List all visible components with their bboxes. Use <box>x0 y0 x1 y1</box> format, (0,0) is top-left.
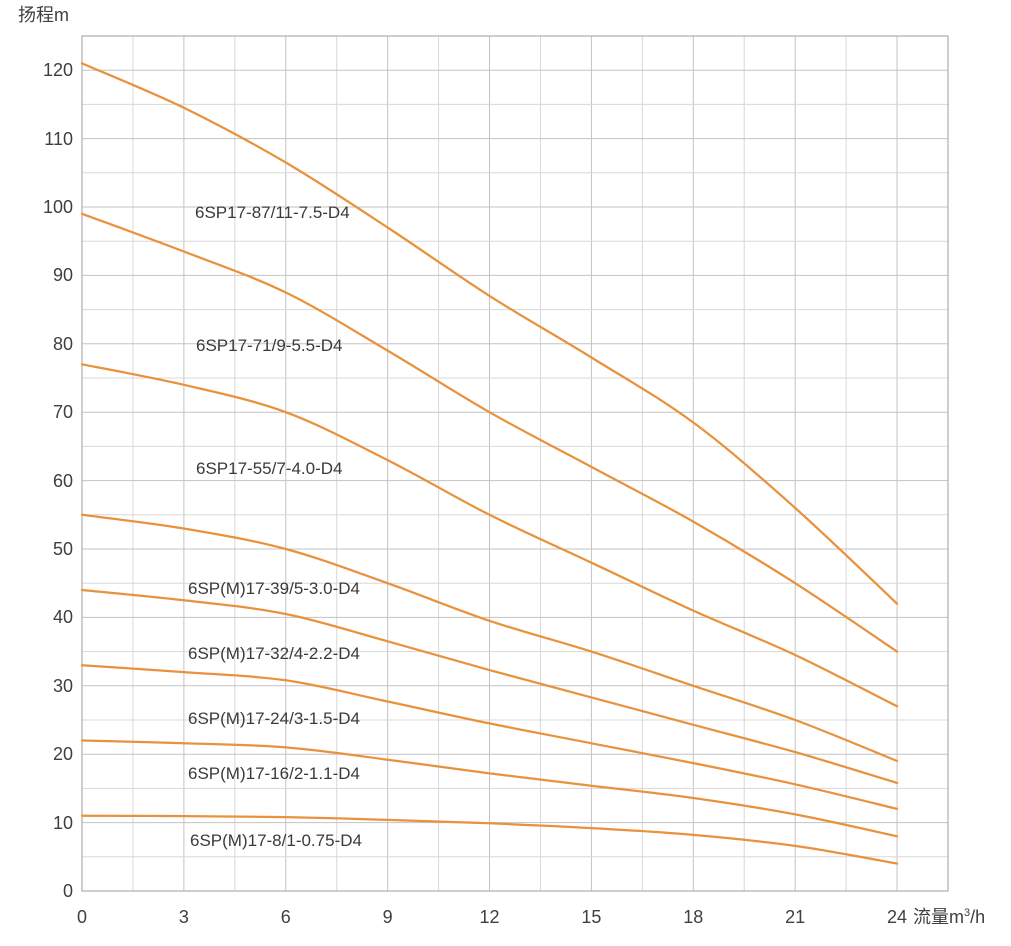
pump-curve-6SP(M)17-39/5-3.0-D4 <box>80 513 899 763</box>
y-tick-label-0: 0 <box>62 881 73 901</box>
x-tick-label-3: 3 <box>178 907 189 927</box>
y-tick-label-10: 10 <box>52 812 73 833</box>
x-tick-label-15: 15 <box>581 907 602 927</box>
y-tick-label-70: 70 <box>52 402 73 423</box>
curve-label-6SP17-55/7-4.0-D4: 6SP17-55/7-4.0-D4 <box>196 459 343 478</box>
pump-curve-6SP(M)17-16/2-1.1-D4 <box>80 739 899 838</box>
x-axis-title-superscript: 3 <box>964 907 971 919</box>
pump-curve-6SP(M)17-32/4-2.2-D4 <box>80 588 899 785</box>
curve-label-6SP(M)17-32/4-2.2-D4: 6SP(M)17-32/4-2.2-D4 <box>188 644 360 663</box>
y-tick-label-30: 30 <box>52 675 73 696</box>
curve-label-6SP(M)17-39/5-3.0-D4: 6SP(M)17-39/5-3.0-D4 <box>188 579 360 598</box>
y-tick-label-120: 120 <box>42 60 73 81</box>
x-tick-label-6: 6 <box>280 907 291 927</box>
x-tick-label-21: 21 <box>785 907 806 927</box>
pump-curve-6SP(M)17-24/3-1.5-D4 <box>80 664 899 811</box>
y-axis-title: 扬程m <box>18 5 69 25</box>
x-axis-title: 流量m3/h <box>913 906 985 928</box>
x-tick-label-0: 0 <box>76 907 88 927</box>
pump-curve-6SP17-71/9-5.5-D4 <box>80 212 899 653</box>
y-tick-label-60: 60 <box>52 470 73 491</box>
y-tick-label-110: 110 <box>44 128 73 149</box>
x-tick-label-12: 12 <box>479 907 500 927</box>
y-tick-label-100: 100 <box>42 197 73 217</box>
y-tick-label-40: 40 <box>52 607 73 628</box>
pump-curve-6SP(M)17-8/1-0.75-D4 <box>80 814 899 865</box>
x-tick-label-18: 18 <box>683 907 704 927</box>
pump-curve-6SP17-87/11-7.5-D4 <box>80 62 899 605</box>
x-axis-title-unit: /h <box>970 907 986 927</box>
y-tick-label-20: 20 <box>52 744 73 765</box>
curve-label-6SP(M)17-24/3-1.5-D4: 6SP(M)17-24/3-1.5-D4 <box>188 709 360 728</box>
curve-label-6SP(M)17-8/1-0.75-D4: 6SP(M)17-8/1-0.75-D4 <box>190 831 362 850</box>
pump-curve-6SP17-55/7-4.0-D4 <box>80 363 899 708</box>
y-tick-label-90: 90 <box>52 265 73 286</box>
y-tick-label-80: 80 <box>52 333 73 354</box>
x-tick-label-9: 9 <box>382 907 393 927</box>
plot-border <box>81 35 949 892</box>
curve-label-6SP17-87/11-7.5-D4: 6SP17-87/11-7.5-D4 <box>195 203 350 222</box>
y-tick-label-50: 50 <box>52 539 73 559</box>
x-axis-title-text: 流量m <box>913 907 964 927</box>
x-tick-label-24: 24 <box>887 907 908 927</box>
curve-label-6SP17-71/9-5.5-D4: 6SP17-71/9-5.5-D4 <box>196 336 343 355</box>
curve-label-6SP(M)17-16/2-1.1-D4: 6SP(M)17-16/2-1.1-D4 <box>188 764 360 783</box>
